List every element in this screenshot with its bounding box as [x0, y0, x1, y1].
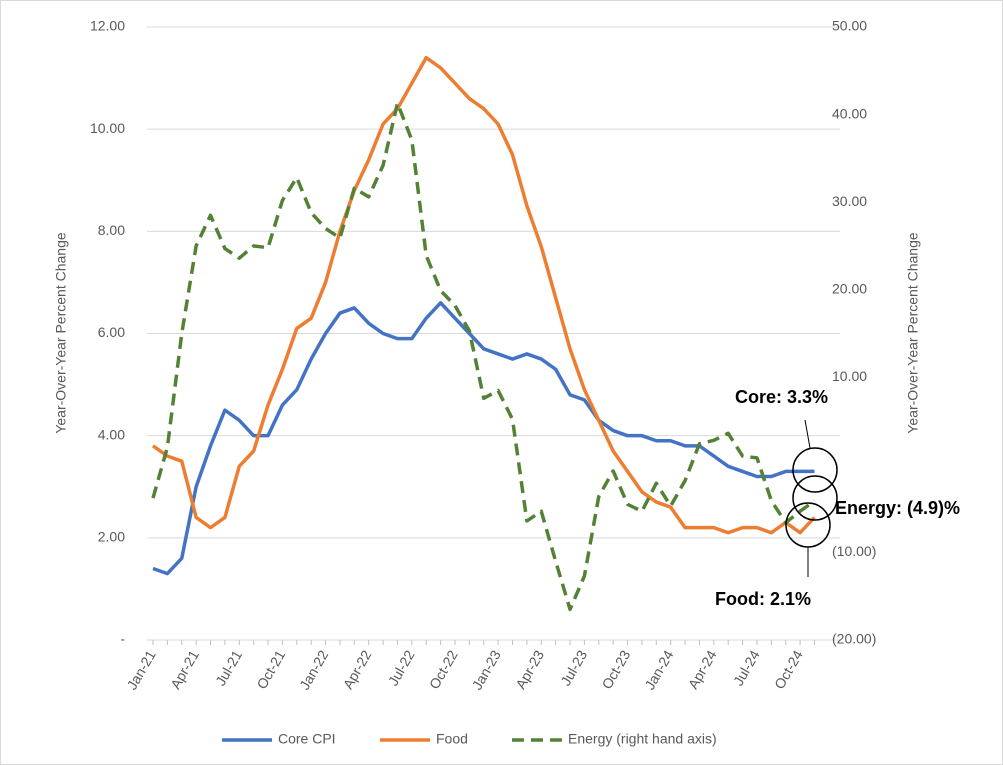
- y2-axis-title: Year-Over-Year Percent Change: [905, 232, 921, 434]
- legend-label: Energy (right hand axis): [568, 731, 717, 747]
- legend-label: Food: [436, 731, 468, 747]
- y2-tick-label: 20.00: [832, 280, 867, 296]
- x-tick-label: Jan-22: [296, 647, 331, 692]
- y2-tick-label: (10.00): [832, 543, 876, 559]
- series-line: [151, 101, 816, 612]
- annotation: Core: 3.3%: [735, 387, 828, 407]
- y-tick-label: 6.00: [98, 324, 125, 340]
- y-tick-label: 2.00: [98, 529, 125, 545]
- y-tick-label: 4.00: [98, 426, 125, 442]
- x-tick-label: Jul-21: [212, 647, 245, 688]
- leader-line: [804, 419, 811, 449]
- x-tick-label: Apr-23: [512, 647, 547, 692]
- annotation: Energy: (4.9)%: [835, 498, 960, 518]
- x-tick-label: Jan-24: [641, 647, 676, 692]
- y2-tick-label: 30.00: [832, 193, 867, 209]
- y-tick-label: -: [120, 631, 125, 647]
- x-tick-label: Apr-21: [167, 647, 202, 692]
- y2-tick-label: 10.00: [832, 368, 867, 384]
- x-tick-label: Oct-21: [253, 647, 288, 692]
- x-tick-label: Jul-24: [730, 647, 763, 688]
- y-tick-label: 10.00: [90, 120, 125, 136]
- y2-tick-label: (20.00): [832, 631, 876, 647]
- x-tick-label: Oct-22: [426, 647, 461, 692]
- x-tick-label: Apr-22: [340, 647, 375, 692]
- x-tick-label: Apr-24: [685, 647, 720, 692]
- y-axis-title: Year-Over-Year Percent Change: [53, 232, 69, 434]
- x-tick-label: Oct-23: [598, 647, 633, 692]
- x-tick-label: Jan-23: [469, 647, 504, 692]
- annotation-circle: [792, 447, 838, 493]
- legend-label: Core CPI: [278, 731, 336, 747]
- series-line: [152, 301, 815, 576]
- x-tick-label: Jul-22: [385, 647, 418, 688]
- x-tick-label: Oct-24: [771, 647, 806, 692]
- y-tick-label: 8.00: [98, 222, 125, 238]
- x-tick-label: Jul-23: [557, 647, 590, 688]
- annotation: Food: 2.1%: [715, 589, 811, 609]
- y-tick-label: 12.00: [90, 18, 125, 34]
- annotation-circle: [792, 475, 838, 521]
- y2-tick-label: 40.00: [832, 105, 867, 121]
- x-tick-label: Jan-21: [124, 647, 159, 692]
- series-line: [151, 55, 816, 535]
- y2-tick-label: 50.00: [832, 18, 867, 34]
